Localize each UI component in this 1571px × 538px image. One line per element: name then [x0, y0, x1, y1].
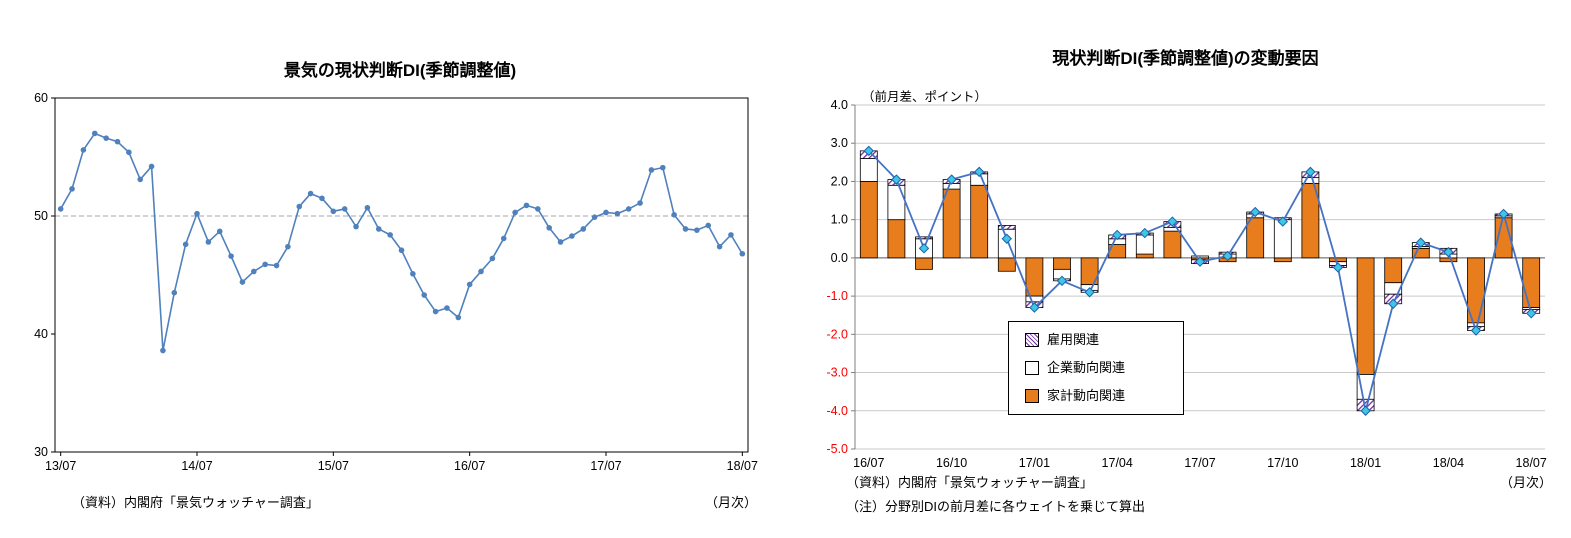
x-axis: 13/07 14/07 15/07 16/07 17/07 18/07 — [45, 452, 758, 473]
total-change-line — [868, 150, 1533, 412]
svg-text:2.0: 2.0 — [831, 174, 848, 188]
svg-text:3.0: 3.0 — [831, 136, 848, 150]
svg-text:18/01: 18/01 — [1350, 456, 1381, 470]
household-swatch-icon — [1025, 389, 1039, 403]
svg-text:16/10: 16/10 — [936, 456, 967, 470]
y-axis: 60 50 40 30 — [34, 91, 55, 459]
left-source-note: （資料）内閣府「景気ウォッチャー調査」 — [72, 495, 319, 510]
svg-text:17/10: 17/10 — [1267, 456, 1298, 470]
employment-swatch-icon — [1025, 333, 1039, 347]
svg-text:16/07: 16/07 — [853, 456, 884, 470]
di-line — [59, 132, 744, 352]
svg-text:1.0: 1.0 — [831, 213, 848, 227]
svg-text:17/07: 17/07 — [590, 459, 621, 473]
left-chart-panel: 景気の現状判断DI(季節調整値) 60 50 40 30 13/07 14/07 15/07… — [34, 61, 758, 510]
svg-text:17/07: 17/07 — [1184, 456, 1215, 470]
legend-label-household: 家計動向関連 — [1047, 388, 1126, 403]
svg-text:13/07: 13/07 — [45, 459, 76, 473]
svg-text:-3.0: -3.0 — [826, 366, 848, 380]
svg-text:16/07: 16/07 — [454, 459, 485, 473]
svg-text:40: 40 — [34, 327, 48, 341]
svg-text:17/01: 17/01 — [1019, 456, 1050, 470]
svg-text:-1.0: -1.0 — [826, 289, 848, 303]
svg-text:18/04: 18/04 — [1433, 456, 1464, 470]
right-method-note: （注）分野別DIの前月差に各ウェイトを乗じて算出 — [846, 499, 1146, 514]
svg-text:15/07: 15/07 — [318, 459, 349, 473]
svg-text:17/04: 17/04 — [1102, 456, 1133, 470]
legend-label-corporate: 企業動向関連 — [1047, 360, 1126, 375]
svg-text:18/07: 18/07 — [727, 459, 758, 473]
svg-text:4.0: 4.0 — [831, 98, 848, 112]
right-chart-panel: 現状判断DI(季節調整値)の変動要因 （前月差、ポイント） -5.0 -4.0 -3… — [800, 0, 1571, 538]
stacked-bars — [859, 150, 1541, 412]
left-frequency-label: （月次） — [705, 495, 758, 510]
svg-text:0.0: 0.0 — [831, 251, 848, 265]
svg-text:-2.0: -2.0 — [826, 327, 848, 341]
y-axis-unit-label: （前月差、ポイント） — [862, 90, 988, 104]
svg-text:18/07: 18/07 — [1516, 456, 1547, 470]
right-frequency-label: （月次） — [1500, 475, 1553, 490]
grid-lines — [851, 104, 1545, 450]
svg-text:50: 50 — [34, 209, 48, 223]
plot-border — [54, 97, 749, 453]
legend-item-employment: 雇用関連 — [1025, 333, 1175, 347]
di-line-markers — [57, 130, 746, 354]
legend: 雇用関連 企業動向関連 家計動向関連 — [1008, 321, 1184, 415]
legend-label-employment: 雇用関連 — [1047, 332, 1100, 347]
total-change-line-markers — [863, 145, 1537, 416]
corporate-swatch-icon — [1025, 361, 1039, 375]
x-axis-labels: 16/07 16/10 17/01 17/04 17/07 17/10 18/01 18/04… — [853, 456, 1547, 470]
svg-text:-4.0: -4.0 — [826, 404, 848, 418]
legend-item-corporate: 企業動向関連 — [1025, 361, 1175, 375]
svg-text:-5.0: -5.0 — [826, 442, 848, 456]
right-plot-layers: -5.0 -4.0 -3.0 -2.0 -1.0 0.0 1.0 2.0 3.0 4.0 16/07… — [826, 98, 1546, 470]
svg-text:14/07: 14/07 — [181, 459, 212, 473]
svg-text:60: 60 — [34, 91, 48, 105]
y-axis-labels: -5.0 -4.0 -3.0 -2.0 -1.0 0.0 1.0 2.0 3.0 4.0 — [826, 98, 848, 456]
svg-text:30: 30 — [34, 445, 48, 459]
right-source-note: （資料）内閣府「景気ウォッチャー調査」 — [846, 475, 1093, 490]
right-chart-title: 現状判断DI(季節調整値)の変動要因 — [1052, 49, 1319, 68]
left-chart-title: 景気の現状判断DI(季節調整値) — [283, 61, 517, 80]
legend-item-household: 家計動向関連 — [1025, 389, 1175, 403]
right-chart-plot: -5.0 -4.0 -3.0 -2.0 -1.0 0.0 1.0 2.0 3.0 4.0 16/07… — [826, 98, 1546, 470]
